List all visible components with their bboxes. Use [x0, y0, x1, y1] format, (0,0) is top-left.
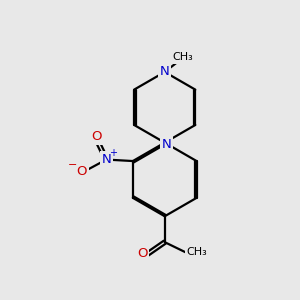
Text: O: O — [91, 130, 101, 143]
Text: N: N — [161, 138, 171, 151]
Text: O: O — [77, 165, 87, 178]
Text: N: N — [101, 153, 111, 166]
Text: −: − — [68, 160, 77, 170]
Text: CH₃: CH₃ — [172, 52, 193, 62]
Text: O: O — [137, 248, 147, 260]
Text: N: N — [160, 65, 169, 79]
Text: +: + — [109, 148, 117, 158]
Text: CH₃: CH₃ — [187, 248, 208, 257]
